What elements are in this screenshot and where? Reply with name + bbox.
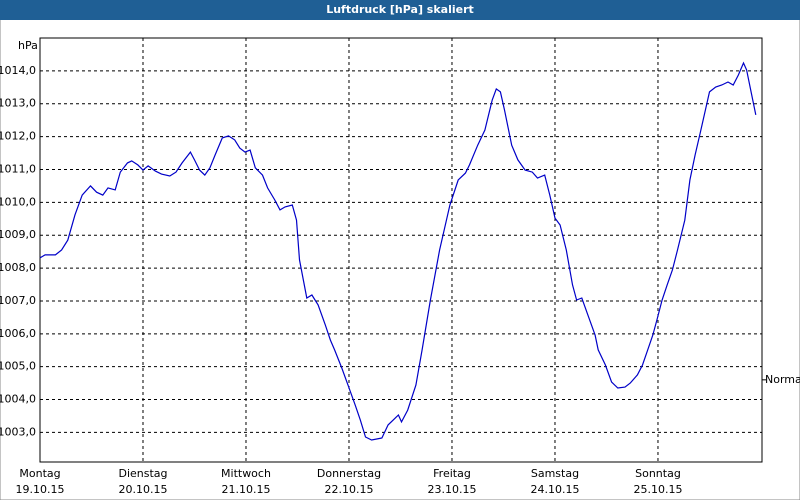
y-tick-label: 1009,0 [0, 228, 36, 241]
x-tick-label: Mittwoch [221, 467, 271, 480]
data-line [39, 61, 757, 441]
y-tick-label: 1004,0 [0, 393, 36, 406]
y-tick-label: 1007,0 [0, 294, 36, 307]
y-tick-label: 1013,0 [0, 97, 36, 110]
y-unit: hPa [18, 39, 38, 52]
chart-title: Luftdruck [hPa] skaliert [326, 3, 474, 16]
plot-area [39, 37, 763, 463]
x-tick-label: Sonntag [635, 467, 681, 480]
y-tick-label: 1005,0 [0, 360, 36, 373]
reference-label: Normal [765, 373, 800, 386]
x-tick-date: 21.10.15 [221, 483, 270, 496]
y-tick-label: 1011,0 [0, 162, 36, 175]
y-tick-label: 1008,0 [0, 261, 36, 274]
y-tick-label: 1003,0 [0, 425, 36, 438]
y-tick-label: 1006,0 [0, 327, 36, 340]
x-tick-label: Freitag [433, 467, 471, 480]
x-tick-date: 20.10.15 [119, 483, 168, 496]
y-tick-label: 1012,0 [0, 130, 36, 143]
x-tick-label: Montag [19, 467, 60, 480]
y-tick-label: 1010,0 [0, 195, 36, 208]
x-tick-date: 22.10.15 [324, 483, 373, 496]
x-tick-label: Samstag [531, 467, 579, 480]
title-bar [0, 0, 800, 20]
x-tick-date: 24.10.15 [530, 483, 579, 496]
x-tick-label: Donnerstag [317, 467, 381, 480]
x-tick-date: 25.10.15 [633, 483, 682, 496]
x-tick-label: Dienstag [118, 467, 167, 480]
x-tick-date: 19.10.15 [16, 483, 65, 496]
x-tick-date: 23.10.15 [427, 483, 476, 496]
y-tick-label: 1014,0 [0, 64, 36, 77]
